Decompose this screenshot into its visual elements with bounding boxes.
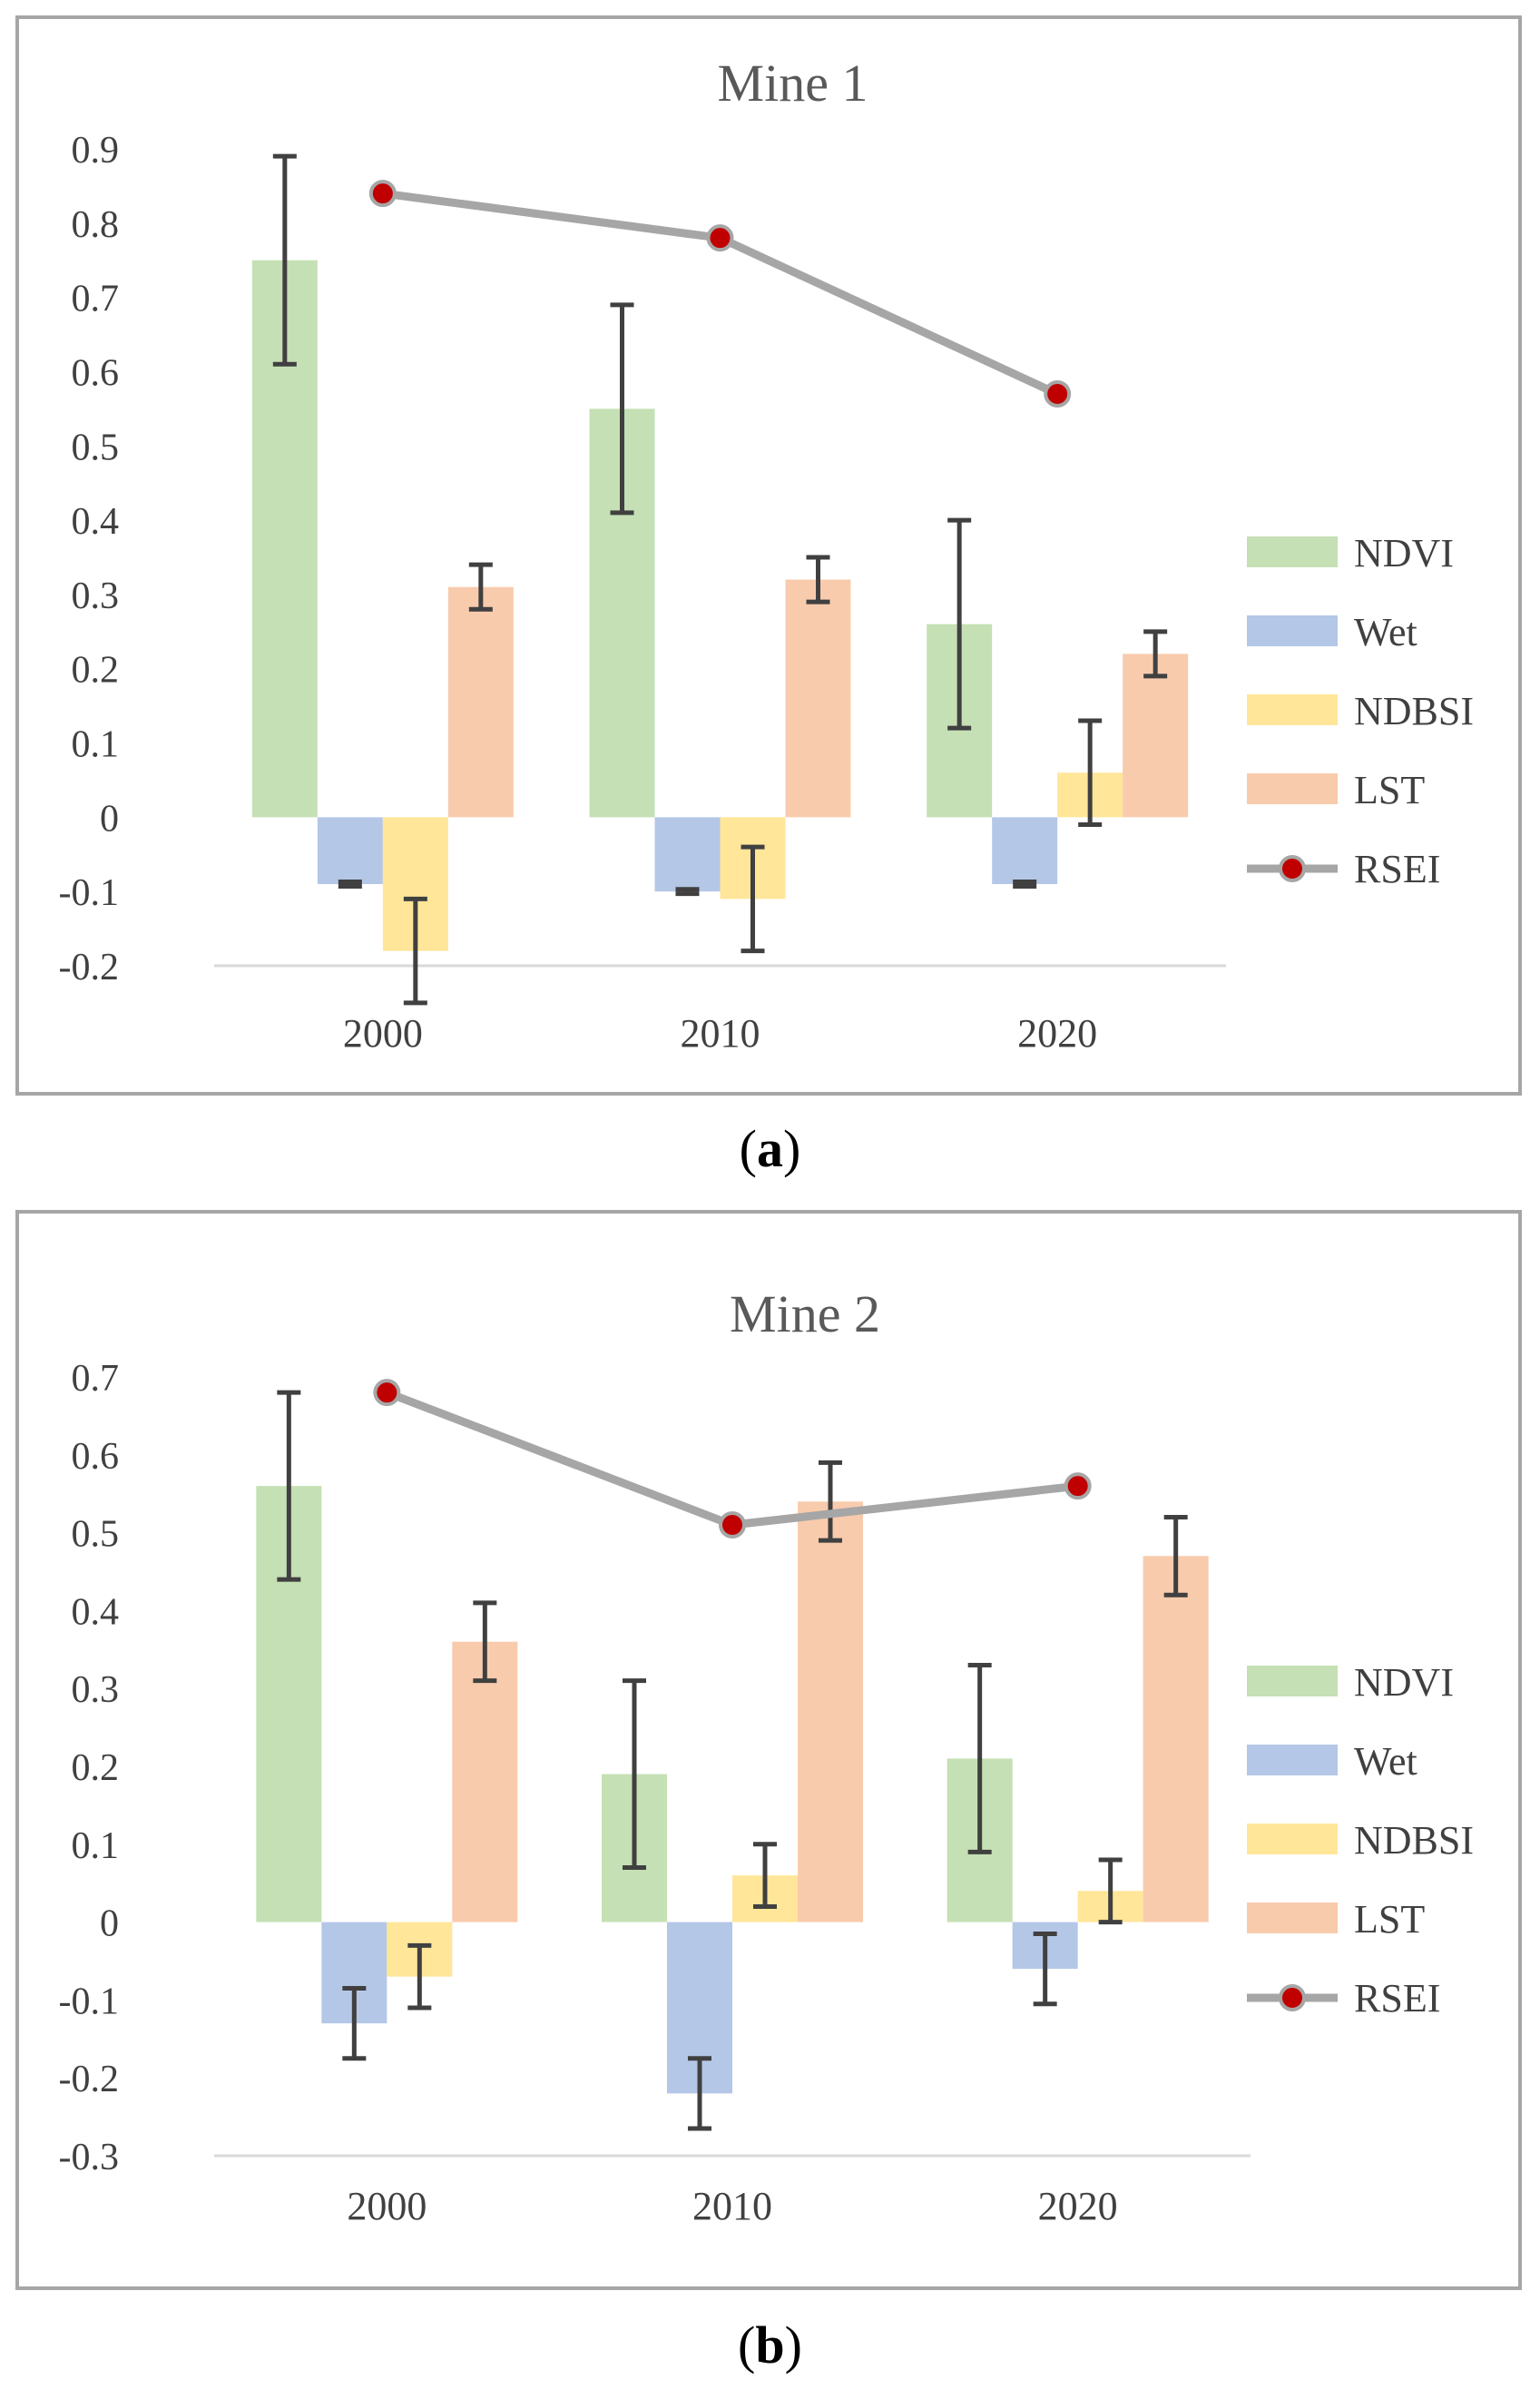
rsei-point [1064,1472,1092,1500]
legend-label-wet: Wet [1354,610,1417,654]
y-tick-label: 0.2 [72,1747,120,1789]
y-tick-label: -0.2 [59,2059,120,2100]
bar-lst [1143,1556,1209,1922]
legend-swatch-wet [1247,615,1338,646]
legend-label-lst: LST [1354,1897,1425,1942]
y-tick-label: 0.6 [72,352,120,394]
bar-lst [452,1641,518,1922]
y-tick-label: 0 [100,798,119,840]
chart-panel-mine-1: Mine 1 -0.2 -0.1 0 0.1 0.2 0.3 0.4 0.5 0.6 0.7 0.8 0… [15,15,1522,1096]
caption-a: (a) [739,1119,801,1178]
y-tick-label: 0.1 [72,724,120,766]
bar-lst [785,579,851,818]
chart-mine-1: Mine 1 -0.2 -0.1 0 0.1 0.2 0.3 0.4 0.5 0.6 0.7 0.8 0… [59,54,1475,1056]
chart-title: Mine 1 [718,54,868,113]
bar-lst [447,586,514,818]
y-tick-label: 0.6 [72,1436,120,1478]
bar-lst [1123,654,1189,818]
legend-swatch-ndvi [1247,1666,1338,1696]
rsei-point [373,1379,401,1407]
bar-wet [654,817,721,892]
bar-lst [798,1501,863,1922]
legend-label-wet: Wet [1354,1739,1417,1784]
rsei-point [368,180,397,208]
y-tick-label: 0.4 [72,1591,120,1633]
rsei-line [382,189,1060,398]
x-tick-label: 2010 [681,1011,760,1056]
legend-swatch-ndbsi [1247,1824,1338,1854]
y-tick-label: 0.5 [72,427,120,468]
y-tick-label: 0.7 [72,279,120,320]
x-tick-label: 2020 [1038,2184,1118,2228]
bar-wet [317,817,383,884]
caption-b: (b) [738,2315,802,2374]
legend-label-ndvi: NDVI [1354,531,1454,575]
chart-mine-2: Mine 2 -0.3 -0.2 -0.1 0 0.1 0.2 0.3 0.4 0.5 0.6 0.7… [59,1284,1475,2228]
legend-label-ndbsi: NDBSI [1354,1818,1474,1863]
x-tick-label: 2000 [343,1011,423,1056]
chart-panel-mine-2: Mine 2 -0.3 -0.2 -0.1 0 0.1 0.2 0.3 0.4 0.5 0.6 0.7… [15,1210,1522,2290]
y-tick-label: 0.3 [72,1669,120,1711]
x-tick-label: 2000 [347,2184,427,2228]
bar-wet [992,817,1058,884]
legend-swatch-wet [1247,1745,1338,1775]
legend-swatch-ndvi [1247,536,1338,567]
y-tick-label: 0.4 [72,501,120,543]
y-tick-label: 0.5 [72,1514,120,1556]
y-tick-label: 0.2 [72,650,120,692]
rsei-point [719,1511,746,1539]
x-tick-label: 2020 [1017,1011,1097,1056]
legend-label-rsei: RSEI [1354,1976,1440,2020]
legend-swatch-lst [1247,773,1338,804]
y-tick-label: -0.1 [59,1981,120,2022]
y-tick-label: 0.3 [72,575,120,617]
y-tick-label: 0.9 [72,130,120,172]
legend-swatch-lst [1247,1902,1338,1933]
y-tick-label: 0.7 [72,1358,120,1400]
legend-label-rsei: RSEI [1354,847,1440,891]
y-tick-label: 0 [100,1903,119,1945]
rsei-point [1044,380,1072,408]
y-tick-label: -0.1 [59,872,120,914]
rsei-point [706,224,734,252]
x-tick-label: 2010 [692,2184,772,2228]
legend-label-lst: LST [1354,768,1425,812]
rsei-line [385,1388,1079,1529]
y-tick-label: 0.1 [72,1825,120,1867]
chart-title: Mine 2 [730,1284,880,1343]
legend-marker-rsei [1279,855,1306,882]
legend-label-ndvi: NDVI [1354,1660,1454,1705]
legend-swatch-ndbsi [1247,694,1338,725]
y-tick-label: -0.2 [59,947,120,988]
legend-label-ndbsi: NDBSI [1354,689,1474,733]
y-tick-label: -0.3 [59,2137,120,2178]
legend-marker-rsei [1279,1984,1306,2011]
y-tick-label: 0.8 [72,204,120,246]
